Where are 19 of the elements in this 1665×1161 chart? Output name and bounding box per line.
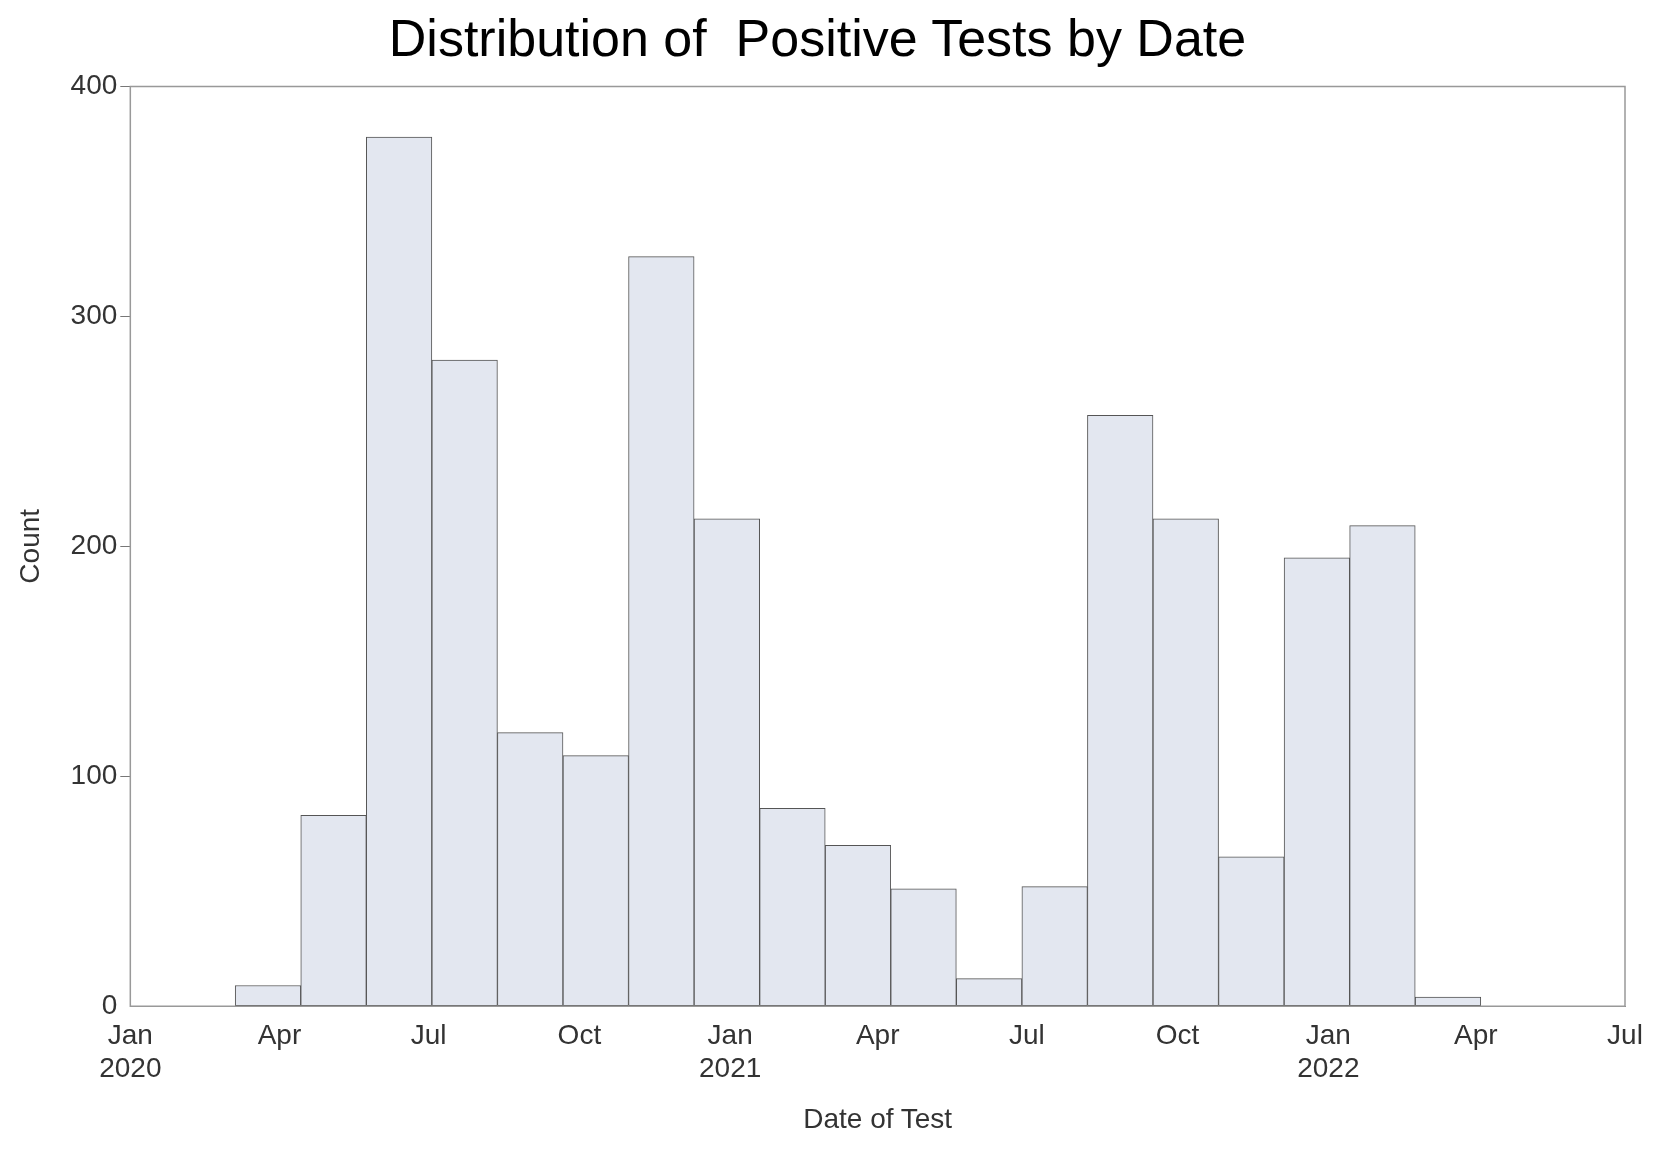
- x-tick-label: Oct: [1155, 1018, 1200, 1050]
- x-tick-label: Oct: [557, 1018, 602, 1050]
- y-tick-label: 100: [70, 758, 118, 790]
- x-axis-title: Date of Test: [803, 1102, 953, 1134]
- x-tick-label: Apr: [855, 1018, 900, 1050]
- x-tick-label: Jan 2021: [699, 1018, 762, 1084]
- chart-title: Distribution of Positive Tests by Date: [388, 8, 1247, 67]
- y-tick-label: 400: [70, 69, 118, 101]
- x-tick-label: Apr: [1454, 1018, 1498, 1050]
- x-tick-label: Jan 2022: [1297, 1018, 1360, 1084]
- x-tick-label: Jul: [1607, 1018, 1643, 1050]
- y-tick-label: 200: [70, 529, 118, 561]
- y-tick-label: 0: [101, 988, 118, 1020]
- x-tick-label: Jul: [1008, 1018, 1045, 1050]
- y-axis-title: Count: [13, 508, 45, 584]
- x-tick-label: Jul: [410, 1018, 447, 1050]
- x-tick-label: Jan 2020: [99, 1018, 162, 1084]
- y-tick-label: 300: [70, 299, 118, 331]
- x-tick-label: Apr: [257, 1018, 302, 1050]
